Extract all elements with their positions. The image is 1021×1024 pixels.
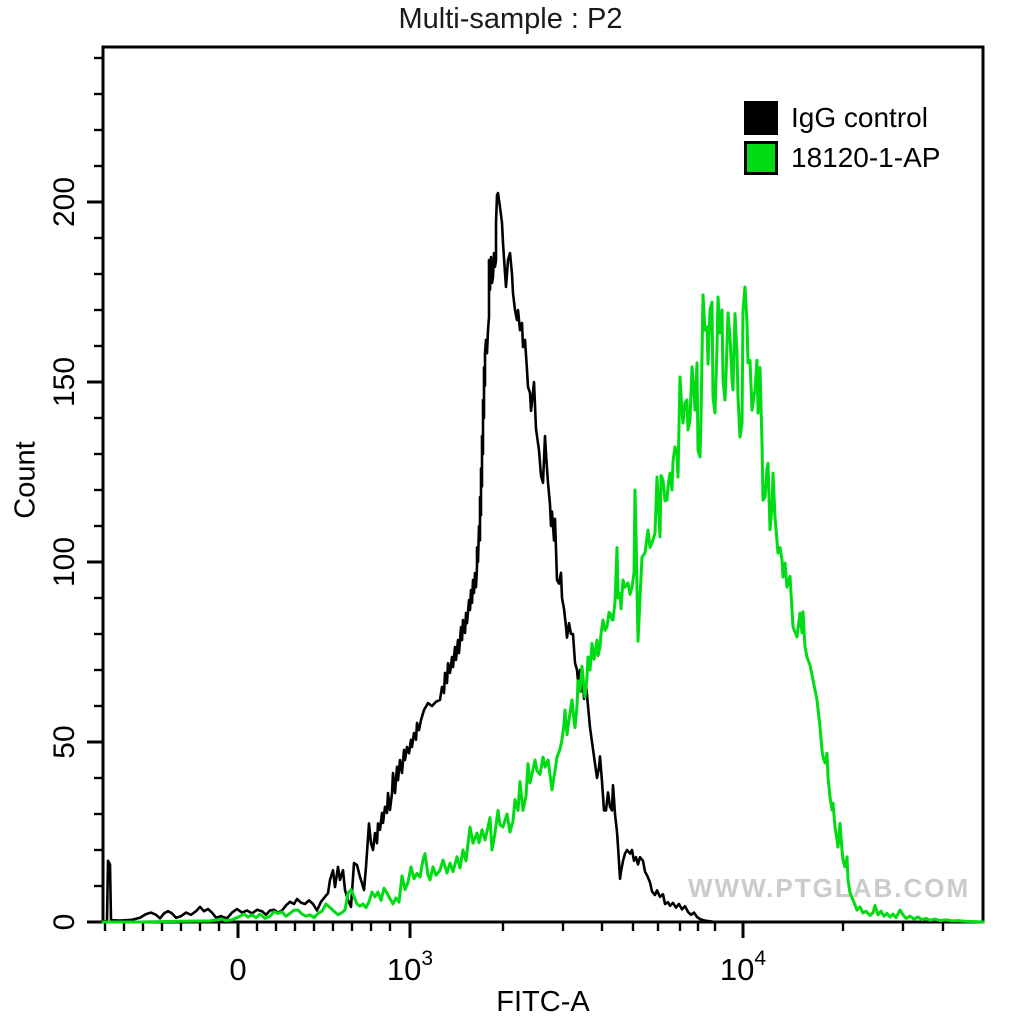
chart-title: Multi-sample : P2 [398, 3, 623, 35]
y-tick-label-50: 50 [48, 725, 81, 758]
curve-18120-1-ap [101, 285, 985, 924]
legend-label-igg-control: IgG control [791, 102, 928, 133]
legend-item-igg-control: IgG control [744, 101, 940, 135]
watermark: WWW.PTGLAB.COM [688, 873, 971, 903]
legend-swatch-18120-1-ap [744, 141, 778, 175]
legend-item-18120-1-ap: 18120-1-AP [744, 141, 940, 175]
x-tick-label-0: 0 [229, 952, 246, 987]
y-axis-label: Count [9, 441, 42, 519]
curve-igg-control [101, 191, 717, 924]
y-tick-label-150: 150 [48, 357, 81, 407]
x-axis-label: FITC-A [496, 986, 590, 1018]
legend-label-18120-1-ap: 18120-1-AP [791, 142, 941, 173]
plot-frame [101, 45, 985, 924]
legend: IgG control 18120-1-AP [744, 101, 940, 181]
y-tick-label-100: 100 [48, 537, 81, 587]
x-tick-label-104: 104 [720, 947, 766, 987]
y-tick-label-200: 200 [48, 177, 81, 227]
y-tick-label-0: 0 [48, 914, 81, 931]
legend-swatch-igg-control [744, 101, 778, 135]
x-tick-label-103: 103 [387, 947, 433, 987]
